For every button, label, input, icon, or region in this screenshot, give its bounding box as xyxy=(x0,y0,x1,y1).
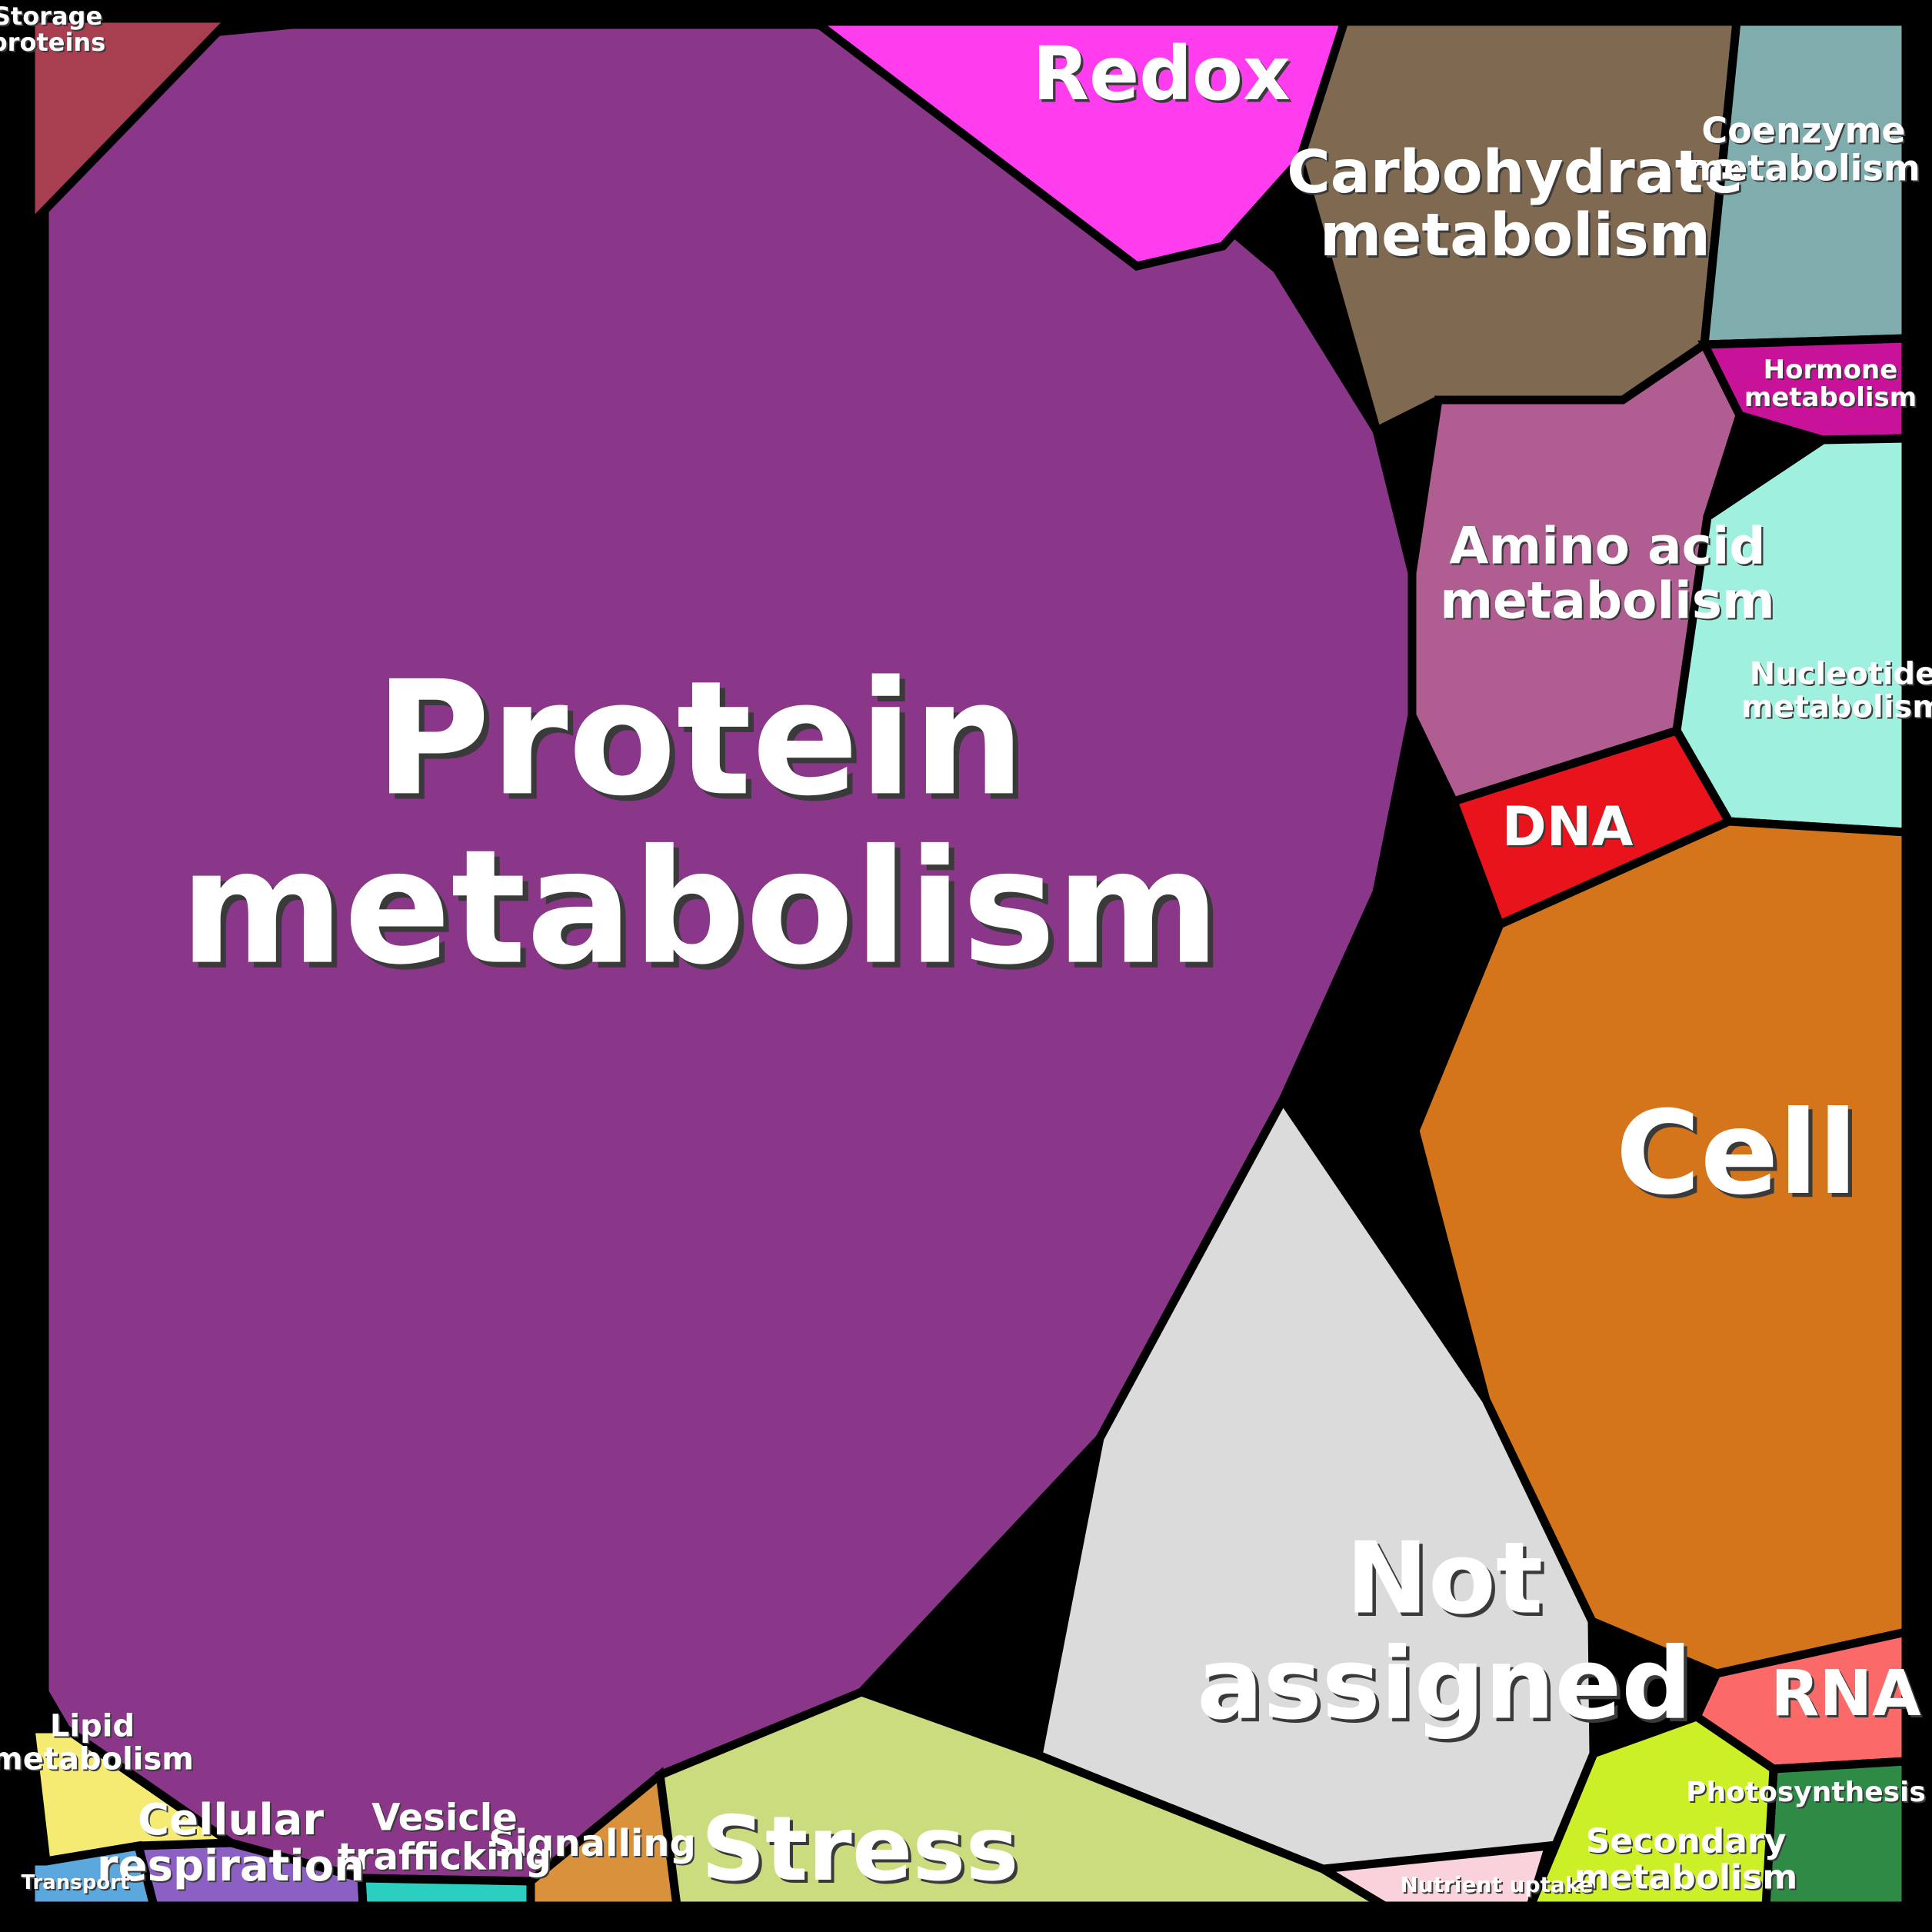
treemap-label-shadow-redox: Redox xyxy=(1035,34,1294,120)
treemap-label-shadow-storage-proteins: Storage proteins xyxy=(0,3,107,58)
treemap-label-shadow-stress: Stress xyxy=(705,1800,1022,1904)
treemap-label-photosynthesis: Photosynthesis xyxy=(1686,1777,1926,1808)
treemap-label-shadow-cell: Cell xyxy=(1620,1091,1862,1224)
treemap-label-signalling: Signalling xyxy=(488,1822,696,1865)
treemap-label-shadow-hormone-metabolism: Hormone metabolism xyxy=(1746,355,1918,414)
treemap-label-shadow-signalling: Signalling xyxy=(490,1824,698,1867)
treemap-label-storage-proteins: Storage proteins xyxy=(0,2,105,57)
treemap-label-rna: RNA xyxy=(1770,1657,1921,1730)
treemap-label-shadow-nutrient-uptake: Nutrient uptake xyxy=(1401,1874,1594,1899)
treemap-label-cellular-respiration: Cellular respiration xyxy=(97,1795,365,1891)
treemap-label-shadow-not-assigned: Not assigned xyxy=(1201,1525,1696,1745)
treemap-label-vesicle-trafficking: Vesicle trafficking xyxy=(338,1796,551,1878)
treemap-label-transport: Transport xyxy=(22,1871,130,1894)
treemap-label-hormone-metabolism: Hormone metabolism xyxy=(1744,354,1917,412)
treemap-label-shadow-vesicle-trafficking: Vesicle trafficking xyxy=(339,1797,553,1880)
treemap-label-shadow-protein-metabolism: Protein metabolism xyxy=(185,654,1226,1005)
treemap-label-shadow-carbohydrate-metabolism: Carbohydrate metabolism xyxy=(1289,140,1746,271)
treemap-label-lipid-metabolism: Lipid metabolism xyxy=(0,1709,194,1777)
treemap-cell-vesicle-trafficking[interactable] xyxy=(357,1874,535,1910)
treemap-label-shadow-amino-acid-metabolism: Amino acid metabolism xyxy=(1442,518,1777,632)
treemap-label-nutrient-uptake: Nutrient uptake xyxy=(1400,1872,1593,1897)
treemap-label-coenzyme-metabolism: Coenzyme metabolism xyxy=(1687,109,1920,188)
treemap-label-carbohydrate-metabolism: Carbohydrate metabolism xyxy=(1287,138,1744,270)
treemap-label-shadow-dna: DNA xyxy=(1504,797,1635,860)
treemap-label-shadow-cellular-respiration: Cellular respiration xyxy=(98,1797,366,1893)
treemap-cell-redox[interactable] xyxy=(802,17,1351,271)
treemap-label-cell: Cell xyxy=(1616,1087,1858,1221)
treemap-label-protein-metabolism: Protein metabolism xyxy=(180,648,1221,999)
treemap-label-shadow-secondary-metabolism: Secondary metabolism xyxy=(1576,1823,1799,1898)
treemap-label-shadow-photosynthesis: Photosynthesis xyxy=(1687,1778,1927,1810)
treemap-label-dna: DNA xyxy=(1502,795,1634,858)
treemap-label-shadow-coenzyme-metabolism: Coenzyme metabolism xyxy=(1688,111,1922,190)
treemap-label-not-assigned: Not assigned xyxy=(1197,1522,1692,1742)
treemap-cell-storage-proteins[interactable] xyxy=(26,14,241,235)
treemap-label-shadow-transport: Transport xyxy=(23,1873,132,1896)
treemap-cell-hormone-metabolism[interactable] xyxy=(1697,334,1910,445)
treemap-label-shadow-rna: RNA xyxy=(1773,1660,1924,1733)
treemap-label-shadow-lipid-metabolism: Lipid metabolism xyxy=(0,1710,195,1779)
treemap-label-stress: Stress xyxy=(701,1797,1019,1901)
treemap-label-shadow-nucleotide-metabolism: Nucleotide metabolism xyxy=(1743,658,1932,727)
treemap-cell-transport[interactable] xyxy=(26,1840,160,1910)
treemap-label-redox: Redox xyxy=(1032,31,1291,117)
treemap-label-secondary-metabolism: Secondary metabolism xyxy=(1574,1821,1797,1897)
treemap-label-nucleotide-metabolism: Nucleotide metabolism xyxy=(1741,657,1932,725)
treemap-label-amino-acid-metabolism: Amino acid metabolism xyxy=(1440,517,1775,631)
treemap-cells-layer xyxy=(25,14,1910,1910)
